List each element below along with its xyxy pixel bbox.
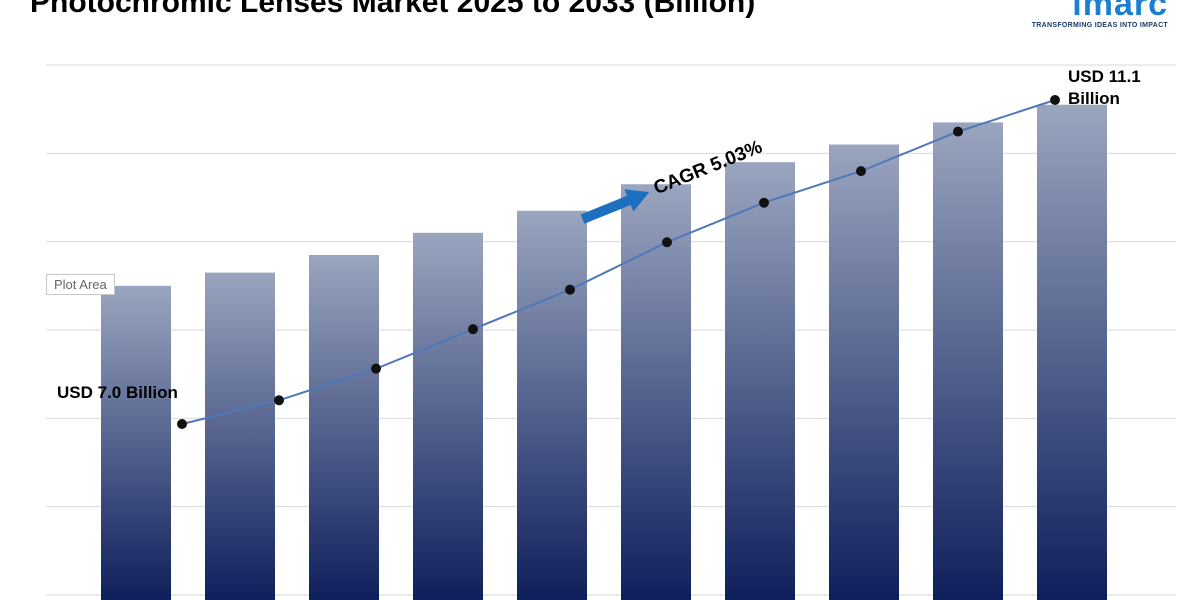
trend-point xyxy=(468,324,478,335)
end-value-label: USD 11.1 Billion xyxy=(1068,66,1168,110)
trend-point xyxy=(274,395,284,406)
logo-tagline: TRANSFORMING IDEAS INTO IMPACT xyxy=(1031,22,1168,29)
bar xyxy=(205,272,275,600)
trend-point xyxy=(371,363,381,374)
trend-point xyxy=(177,419,187,429)
plot-area-tooltip: Plot Area xyxy=(46,274,115,295)
trend-point xyxy=(953,126,963,137)
bar xyxy=(933,122,1003,600)
start-value-label: USD 7.0 Billion xyxy=(57,383,178,402)
trend-point xyxy=(856,166,866,177)
trend-point xyxy=(1050,95,1060,105)
brand-logo: imarc TRANSFORMING IDEAS INTO IMPACT xyxy=(1028,0,1168,29)
bar xyxy=(101,285,171,600)
trend-point xyxy=(662,237,672,248)
arrow-right-icon xyxy=(580,189,650,224)
bar xyxy=(517,210,587,600)
bar xyxy=(621,184,691,600)
logo-wordmark: imarc xyxy=(1072,0,1168,23)
trend-point xyxy=(565,284,575,295)
cagr-annotation: CAGR 5.03% xyxy=(578,136,766,231)
trend-line xyxy=(181,99,1056,425)
end-value-line-1: USD 11.1 xyxy=(1068,67,1141,86)
chart-title: Photochromic Lenses Market 2025 to 2033 … xyxy=(30,0,756,19)
bar xyxy=(1037,104,1107,600)
end-value-line-2: Billion xyxy=(1068,89,1120,108)
bar xyxy=(413,232,483,600)
bar xyxy=(725,162,795,600)
trend-point xyxy=(759,197,769,208)
bar xyxy=(829,144,899,600)
bar xyxy=(309,254,379,600)
